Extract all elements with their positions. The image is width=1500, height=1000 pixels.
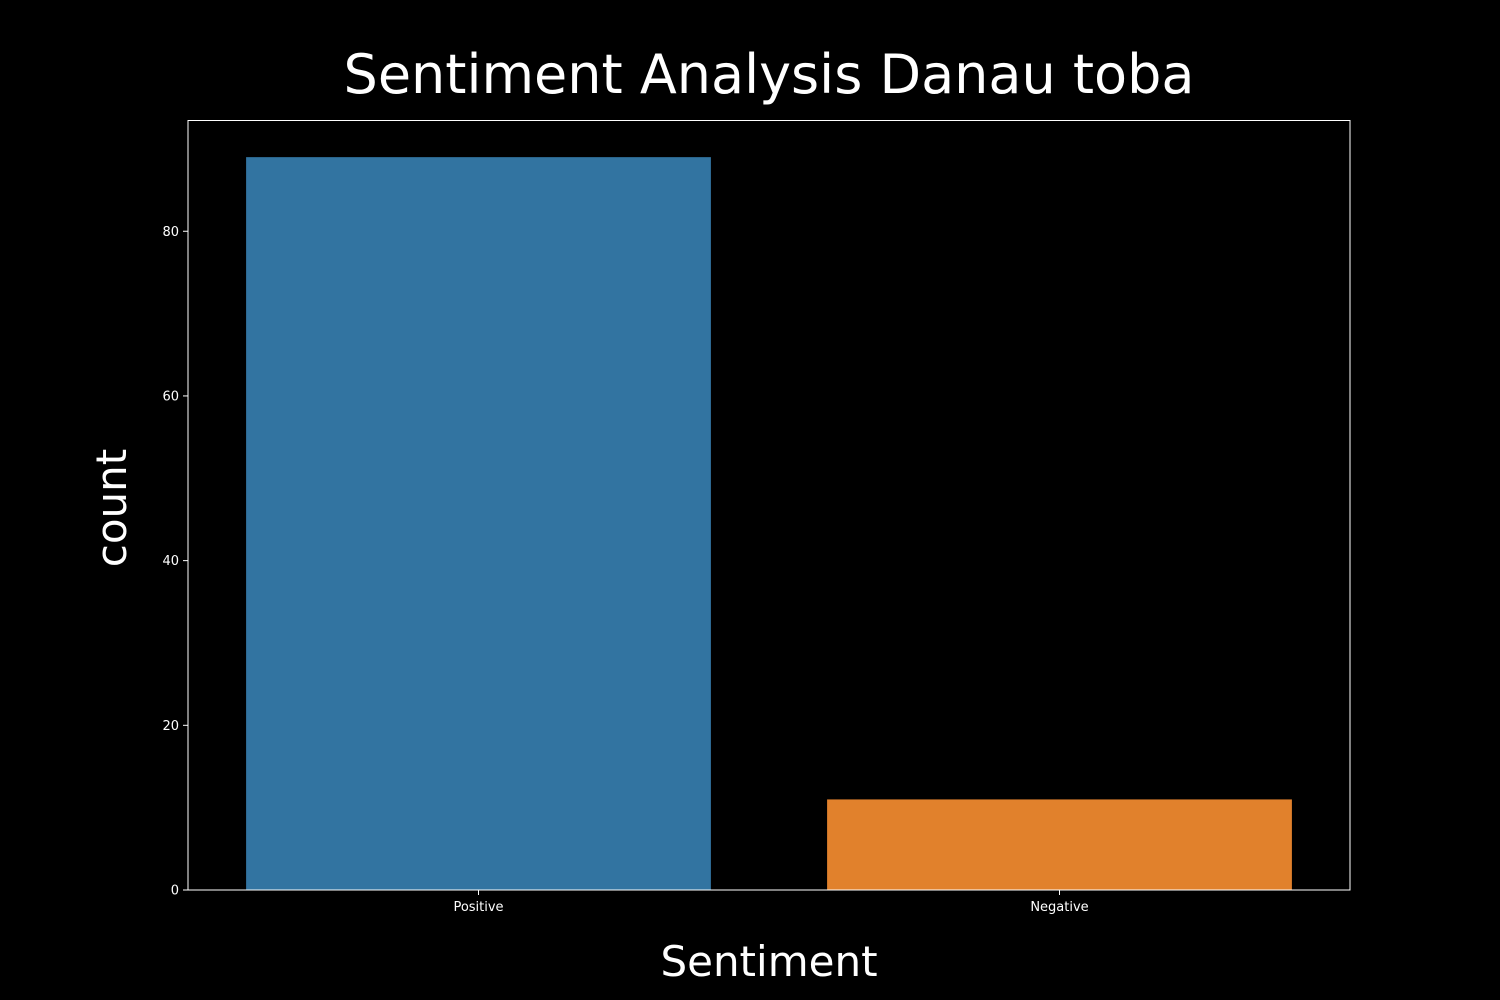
ticks-layer: Positive Negative 0 20 40 60 80 xyxy=(162,225,1088,915)
bar-negative xyxy=(827,799,1292,890)
y-tick-label: 60 xyxy=(162,389,179,404)
bars-layer xyxy=(246,157,1292,891)
bar-positive xyxy=(246,157,711,891)
plot-area-frame xyxy=(187,120,1351,891)
x-tick-label: Positive xyxy=(453,900,503,915)
x-axis-label: Sentiment xyxy=(660,937,877,986)
y-tick-label: 0 xyxy=(171,884,179,899)
x-tick-label: Negative xyxy=(1030,900,1088,915)
y-tick-label: 40 xyxy=(162,554,179,569)
y-axis-label: count xyxy=(87,449,136,568)
chart-title: Sentiment Analysis Danau toba xyxy=(344,43,1195,106)
y-tick-label: 20 xyxy=(162,719,179,734)
y-tick-label: 80 xyxy=(162,225,179,240)
